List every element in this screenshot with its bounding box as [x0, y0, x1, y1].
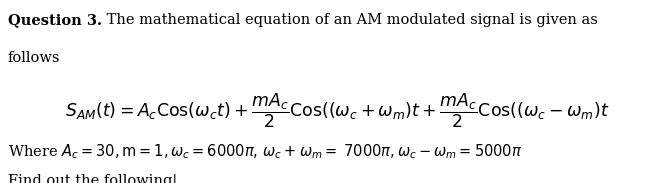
Text: The mathematical equation of an AM modulated signal is given as: The mathematical equation of an AM modul… — [102, 13, 597, 27]
Text: follows: follows — [8, 51, 60, 65]
Text: Find out the following|: Find out the following| — [8, 174, 177, 183]
Text: $S_{AM}(t) = A_c\mathrm{Cos}(\omega_c t) + \dfrac{mA_c}{2}\mathrm{Cos}((\omega_c: $S_{AM}(t) = A_c\mathrm{Cos}(\omega_c t)… — [65, 92, 610, 130]
Text: Where $A_c = 30, \mathrm{m} = 1, \omega_c = 6000\pi,\, \omega_c + \omega_m =\; 7: Where $A_c = 30, \mathrm{m} = 1, \omega_… — [8, 143, 522, 161]
Text: Question 3.: Question 3. — [8, 13, 102, 27]
